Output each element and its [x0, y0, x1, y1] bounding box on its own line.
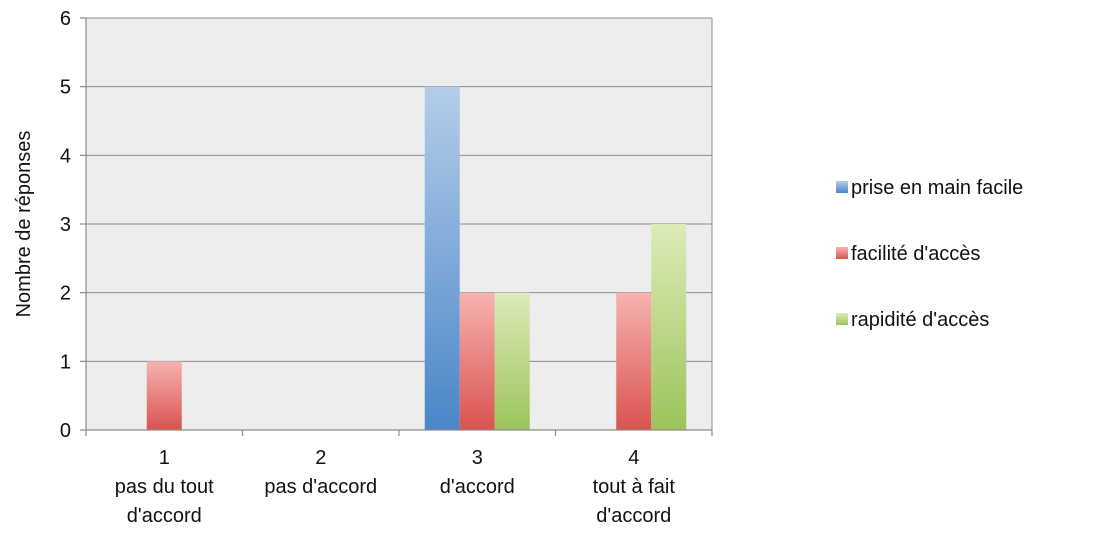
- x-tick-labels: 1 pas du tout d'accord 2 pas d'accord 3 d'acco…: [115, 447, 676, 527]
- legend-swatch: [836, 181, 848, 193]
- bar: [146, 361, 182, 430]
- bar: [494, 292, 530, 430]
- bars: [146, 86, 687, 431]
- y-tick-labels: 0 1 2 3 4 5 6: [60, 8, 71, 442]
- y-tick-label: 4: [60, 145, 71, 167]
- y-axis-title: Nombre de réponses: [13, 131, 35, 318]
- gridlines: [86, 17, 713, 430]
- legend-swatch: [836, 313, 848, 325]
- y-tick-label: 5: [60, 77, 71, 99]
- legend: prise en main facile facilité d'accès rapi…: [836, 177, 1023, 331]
- bar: [616, 292, 652, 430]
- legend-label: prise en main facile: [851, 177, 1023, 199]
- y-tick-label: 0: [60, 420, 71, 442]
- y-tick-label: 6: [60, 8, 71, 30]
- x-tick-label: 2 pas d'accord: [264, 447, 377, 498]
- x-tick-label: 1 pas du tout d'accord: [115, 447, 214, 527]
- bar: [651, 224, 687, 430]
- legend-swatch: [836, 247, 848, 259]
- legend-label: facilité d'accès: [851, 243, 980, 265]
- bar: [459, 292, 495, 430]
- y-tick-label: 1: [60, 351, 71, 373]
- y-tick-label: 3: [60, 214, 71, 236]
- legend-label: rapidité d'accès: [851, 309, 989, 331]
- y-tick-label: 2: [60, 283, 71, 305]
- bar: [424, 86, 460, 431]
- x-tick-label: 3 d'accord: [440, 447, 515, 498]
- axes: [80, 17, 713, 436]
- x-tick-label: 4 tout à fait d'accord: [593, 447, 676, 527]
